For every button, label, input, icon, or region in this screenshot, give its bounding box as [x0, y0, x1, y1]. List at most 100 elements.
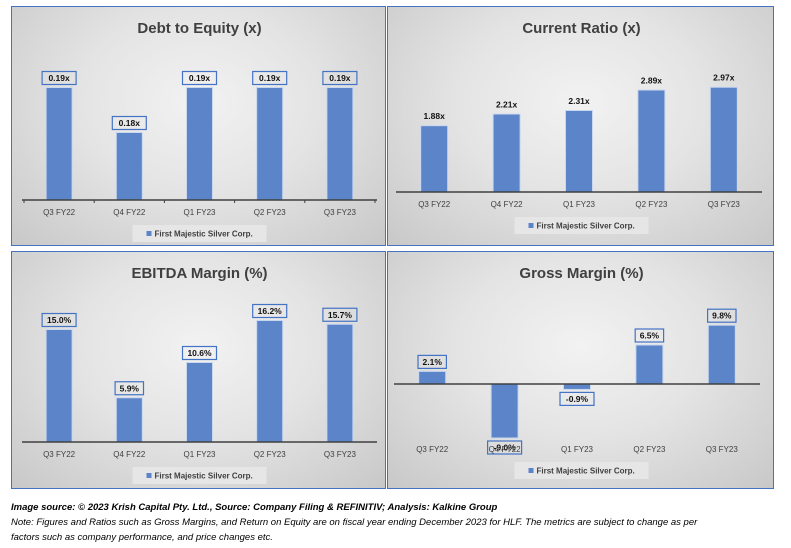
data-label: 15.0% — [47, 315, 72, 325]
data-label: 2.1% — [423, 357, 443, 367]
bar — [492, 113, 521, 193]
data-label: 0.19x — [259, 73, 281, 83]
x-tick-label: Q2 FY23 — [635, 200, 668, 209]
legend-marker — [146, 231, 152, 236]
note-text-line-1: Note: Figures and Ratios such as Gross M… — [11, 517, 698, 528]
legend-marker — [146, 473, 152, 478]
x-tick-label: Q3 FY23 — [324, 450, 357, 459]
x-tick-label: Q3 FY23 — [708, 200, 741, 209]
bar — [256, 87, 284, 201]
x-tick-label: Q2 FY23 — [254, 450, 287, 459]
data-label-box — [634, 328, 665, 343]
data-label-box — [181, 70, 218, 86]
data-label-box — [252, 303, 288, 319]
data-label-box — [41, 312, 77, 328]
data-label: 2.31x — [568, 96, 590, 106]
chart-canvas: Gross Margin (%) 2.1% -9.0% -0.9% 6.5% 9.8% Q3… — [394, 265, 760, 479]
chart-title: EBITDA Margin (%) — [131, 265, 267, 282]
bar — [326, 87, 354, 201]
bar — [186, 87, 213, 201]
data-label: -0.9% — [566, 394, 589, 404]
x-tick-label: Q3 FY23 — [324, 208, 357, 217]
bar — [45, 87, 73, 201]
bar — [420, 125, 449, 193]
data-label-box — [252, 70, 288, 86]
gross-margin-chart: Gross Margin (%) 2.1% -9.0% -0.9% 6.5% 9.8% Q3… — [387, 251, 774, 489]
legend — [132, 225, 267, 242]
data-label: 2.21x — [496, 100, 518, 110]
data-label: 16.2% — [258, 306, 283, 316]
bar — [115, 397, 143, 443]
chart-canvas: EBITDA Margin (%) 15.0% 5.9% 10.6% 16.2% 15.7… — [22, 265, 377, 484]
data-label: 10.6% — [187, 348, 212, 358]
bar — [326, 323, 354, 443]
ebitda-margin-chart: EBITDA Margin (%) 15.0% 5.9% 10.6% 16.2% 15.7… — [11, 251, 386, 489]
data-label-box — [322, 70, 358, 86]
data-label: 1.88x — [424, 111, 446, 121]
data-label: 0.18x — [119, 118, 141, 128]
data-label-box — [111, 115, 147, 131]
legend — [132, 467, 267, 484]
legend-label: First Majestic Silver Corp. — [537, 467, 635, 476]
legend-label: First Majestic Silver Corp. — [155, 472, 253, 481]
x-tick-label: Q1 FY23 — [561, 445, 594, 454]
data-label: 2.97x — [713, 73, 735, 83]
x-tick-label: Q2 FY23 — [633, 445, 666, 454]
bar — [563, 383, 591, 390]
data-label: -9.0% — [493, 443, 516, 453]
x-tick-label: Q1 FY23 — [563, 200, 596, 209]
data-label: 0.19x — [48, 73, 70, 83]
x-tick-label: Q3 FY22 — [418, 200, 451, 209]
data-label: 15.7% — [328, 310, 353, 320]
data-label: 2.89x — [641, 76, 663, 86]
bar — [490, 383, 519, 439]
data-label: 5.9% — [120, 383, 140, 393]
legend-label: First Majestic Silver Corp. — [155, 230, 253, 239]
legend-marker — [528, 468, 534, 473]
current-ratio-chart: Current Ratio (x) 1.88x 2.21x 2.31x 2.89x 2.9… — [387, 6, 774, 246]
bar — [45, 329, 73, 443]
data-label-box — [322, 307, 358, 322]
x-tick-label: Q1 FY23 — [183, 208, 216, 217]
legend-label: First Majestic Silver Corp. — [537, 222, 635, 231]
data-label-box — [41, 70, 77, 86]
x-tick-label: Q2 FY23 — [254, 208, 287, 217]
data-label: 0.19x — [189, 73, 211, 83]
bar — [418, 370, 447, 385]
bar — [115, 132, 143, 201]
x-tick-label: Q3 FY23 — [706, 445, 739, 454]
chart-canvas: Current Ratio (x) 1.88x 2.21x 2.31x 2.89x 2.9… — [396, 20, 762, 234]
bar — [637, 89, 666, 193]
data-label-box — [486, 440, 523, 455]
data-label: 6.5% — [640, 331, 660, 341]
x-tick-label: Q4 FY22 — [113, 208, 146, 217]
bar — [565, 110, 593, 193]
bar — [256, 320, 284, 443]
chart-title: Gross Margin (%) — [519, 265, 643, 282]
footer: Image source: © 2023 Krish Capital Pty. … — [11, 500, 781, 545]
bar — [635, 344, 664, 385]
bar — [707, 324, 736, 385]
data-label: 9.8% — [712, 311, 732, 321]
chart-title: Debt to Equity (x) — [137, 20, 261, 37]
x-tick-label: Q3 FY22 — [43, 450, 76, 459]
legend — [514, 462, 649, 479]
data-label-box — [181, 345, 218, 361]
debt-to-equity-chart: Debt to Equity (x) 0.19x 0.18x 0.19x 0.19x 0.… — [11, 6, 386, 246]
x-tick-label: Q3 FY22 — [416, 445, 449, 454]
data-label-box — [559, 391, 595, 406]
image-source-text: Image source: © 2023 Krish Capital Pty. … — [11, 502, 498, 513]
legend-marker — [528, 223, 534, 228]
data-label-box — [114, 381, 145, 396]
bar — [709, 86, 738, 193]
data-label-box — [417, 354, 447, 370]
x-tick-label: Q1 FY23 — [183, 450, 216, 459]
legend — [514, 217, 649, 234]
note-text-line-2: factors such as company performance, and… — [11, 532, 273, 543]
x-tick-label: Q4 FY22 — [489, 445, 522, 454]
bar — [186, 362, 213, 443]
x-tick-label: Q3 FY22 — [43, 208, 76, 217]
x-tick-label: Q4 FY22 — [113, 450, 146, 459]
data-label: 0.19x — [329, 73, 351, 83]
data-label-box — [707, 308, 737, 323]
